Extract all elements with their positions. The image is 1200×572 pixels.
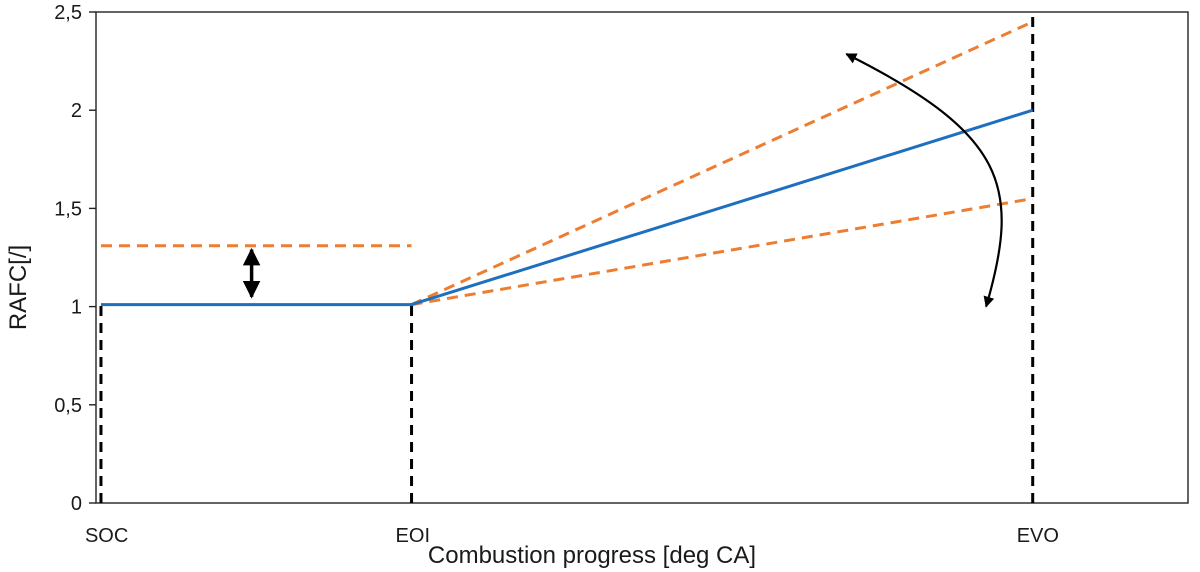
y-tick-label: 1,5 bbox=[54, 198, 82, 220]
plot-frame bbox=[95, 11, 1189, 504]
series-slope-lower-variant bbox=[411, 197, 1033, 307]
y-tick-label: 1 bbox=[71, 297, 82, 319]
curved-arrow-annotation bbox=[845, 53, 1003, 308]
marks-group bbox=[99, 12, 1035, 503]
y-tick-label: 0 bbox=[71, 493, 82, 515]
y-axis-title: RAFC[/] bbox=[5, 245, 32, 330]
axes-group bbox=[89, 11, 1189, 504]
y-tick-label: 0,5 bbox=[54, 395, 82, 417]
x-axis-title: Combustion progress [deg CA] bbox=[428, 542, 756, 569]
series-slope-upper-variant bbox=[410, 20, 1034, 306]
x-tick-label-soc: SOC bbox=[85, 525, 128, 547]
series-baseline bbox=[101, 108, 1034, 307]
annotations-group bbox=[242, 53, 1003, 308]
y-tick-label: 2,5 bbox=[54, 2, 82, 24]
x-tick-label-evo: EVO bbox=[1017, 525, 1059, 547]
y-tick-label: 2 bbox=[71, 100, 82, 122]
labels-group: Combustion progress [deg CA] RAFC[/] 0 0,… bbox=[5, 2, 1059, 569]
x-tick-label-eoi: EOI bbox=[396, 525, 430, 547]
